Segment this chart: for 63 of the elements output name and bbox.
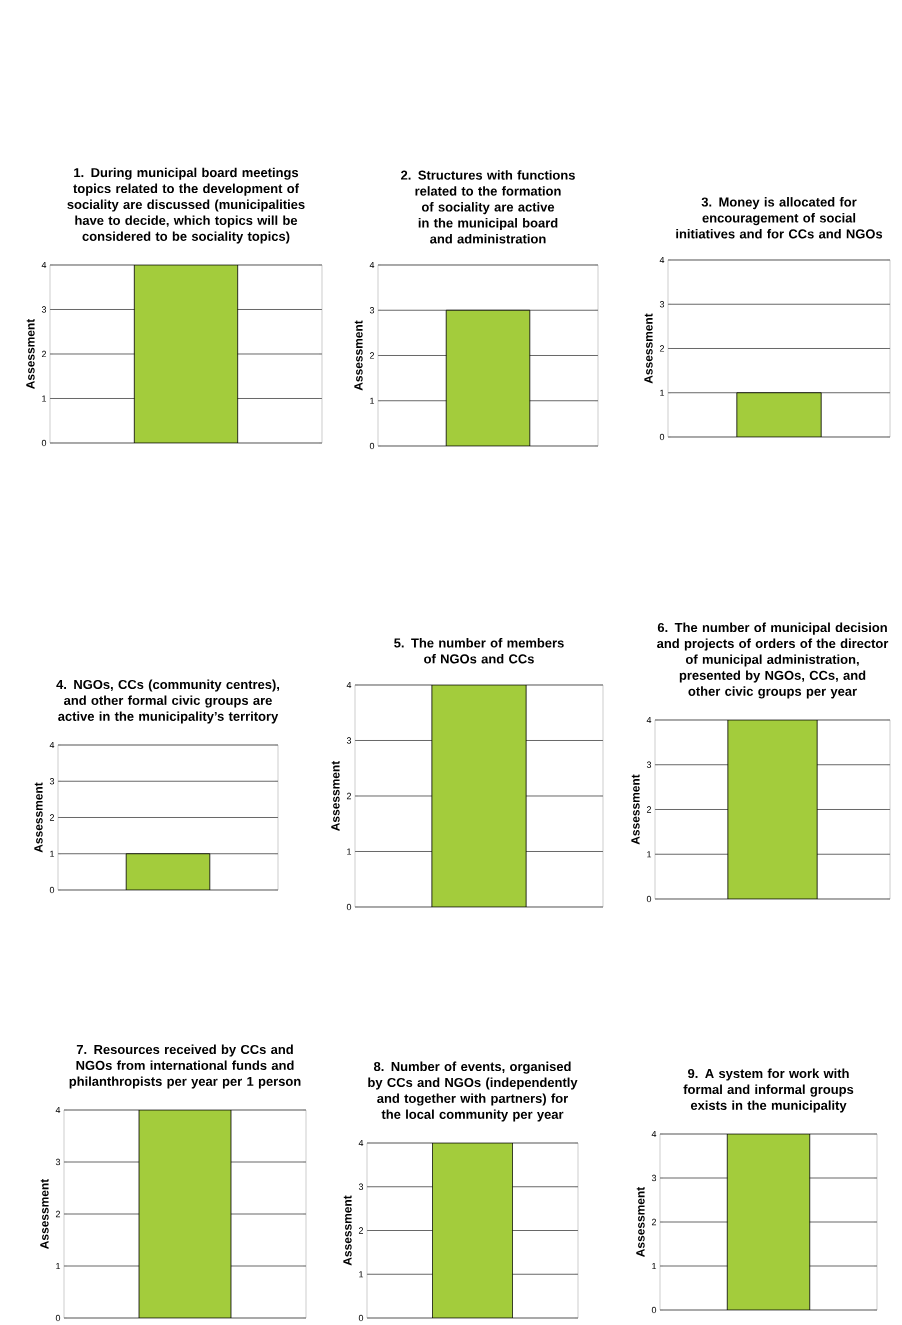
y-tick-label: 1 bbox=[50, 850, 55, 857]
y-tick-label: 3 bbox=[346, 737, 352, 744]
y-tick-label: 1 bbox=[652, 1262, 657, 1270]
chart-title: 1. During municipal board meetings topics related to the development of sociality are discussed (municipalities have to decide, which topics will be considered to be sociality topics) bbox=[67, 167, 305, 244]
y-tick-label: 2 bbox=[41, 350, 47, 358]
y-tick-label: 2 bbox=[346, 792, 352, 800]
chart-title: 9. A system for work with formal and informal groups exists in the municipality bbox=[683, 1068, 854, 1113]
y-tick-label: 3 bbox=[358, 1183, 364, 1190]
y-tick-label: 4 bbox=[49, 741, 55, 749]
y-tick-label: 4 bbox=[659, 256, 665, 264]
y-tick-label: 0 bbox=[369, 442, 375, 450]
y-axis-title: Assessment bbox=[331, 760, 340, 831]
y-tick-label: 4 bbox=[55, 1106, 61, 1114]
y-tick-label: 4 bbox=[41, 261, 47, 269]
y-tick-label: 4 bbox=[346, 681, 352, 689]
y-tick-label: 4 bbox=[358, 1139, 364, 1147]
y-tick-label: 2 bbox=[358, 1227, 364, 1234]
y-tick-label: 1 bbox=[42, 395, 47, 402]
y-tick-label: 2 bbox=[651, 1218, 657, 1226]
y-tick-label: 2 bbox=[659, 345, 665, 352]
y-tick-label: 4 bbox=[369, 261, 375, 269]
y-axis-title: Assessment bbox=[644, 313, 653, 384]
y-tick-label: 1 bbox=[359, 1271, 364, 1278]
y-tick-label: 1 bbox=[370, 397, 375, 404]
y-tick-label: 0 bbox=[659, 433, 665, 441]
y-tick-label: 1 bbox=[660, 389, 665, 396]
y-tick-label: 1 bbox=[647, 851, 652, 858]
y-tick-label: 4 bbox=[651, 1130, 657, 1138]
y-tick-label: 0 bbox=[646, 895, 652, 903]
y-tick-label: 3 bbox=[659, 301, 665, 308]
chart-title: 3. Money is allocated for encouragement of social initiatives and for CCs and NGOs bbox=[676, 197, 883, 239]
y-axis-title: Assessment bbox=[40, 1178, 49, 1249]
y-tick-label: 4 bbox=[646, 716, 652, 724]
y-tick-label: 1 bbox=[56, 1262, 61, 1270]
y-tick-label: 0 bbox=[358, 1314, 364, 1322]
y-tick-label: 2 bbox=[55, 1210, 61, 1218]
chart-title: 6. The number of municipal decision and projects of orders of the director of municipal administration, presented by NGOs, CCs, and other civic groups per year bbox=[657, 622, 889, 699]
y-axis-title: Assessment bbox=[631, 774, 640, 845]
y-tick-label: 3 bbox=[55, 1158, 61, 1166]
chart-title: 4. NGOs, CCs (community centres), and other formal civic groups are active in the municipality’s territory bbox=[56, 679, 280, 724]
y-axis-title: Assessment bbox=[636, 1186, 645, 1257]
chart-title: 8. Number of events, organised by CCs and NGOs (independently and together with partners) for the local community per year bbox=[368, 1061, 578, 1122]
y-tick-label: 0 bbox=[41, 439, 47, 447]
y-tick-label: 3 bbox=[41, 306, 47, 313]
chart-title: 5. The number of members of NGOs and CCs bbox=[394, 638, 564, 664]
y-tick-label: 0 bbox=[651, 1306, 657, 1314]
y-axis-title: Assessment bbox=[354, 320, 363, 391]
y-tick-label: 3 bbox=[49, 778, 55, 785]
y-tick-label: 2 bbox=[49, 814, 55, 821]
y-tick-label: 0 bbox=[346, 903, 352, 911]
y-tick-label: 0 bbox=[49, 886, 55, 894]
y-tick-label: 3 bbox=[646, 761, 652, 768]
chart-title: 7. Resources received by CCs and NGOs from international funds and philanthropists per year per 1 person bbox=[69, 1044, 301, 1089]
chart-title: 2. Structures with functions related to the formation of sociality are active in the municipal board and administration bbox=[401, 170, 575, 244]
y-tick-label: 2 bbox=[646, 806, 652, 813]
y-axis-title: Assessment bbox=[26, 318, 35, 389]
y-tick-label: 1 bbox=[347, 848, 352, 855]
y-tick-label: 3 bbox=[651, 1174, 657, 1182]
y-axis-title: Assessment bbox=[34, 782, 43, 853]
y-tick-label: 2 bbox=[369, 352, 375, 359]
y-axis-title: Assessment bbox=[343, 1195, 352, 1266]
y-tick-label: 3 bbox=[369, 307, 375, 314]
y-tick-label: 0 bbox=[55, 1314, 61, 1322]
